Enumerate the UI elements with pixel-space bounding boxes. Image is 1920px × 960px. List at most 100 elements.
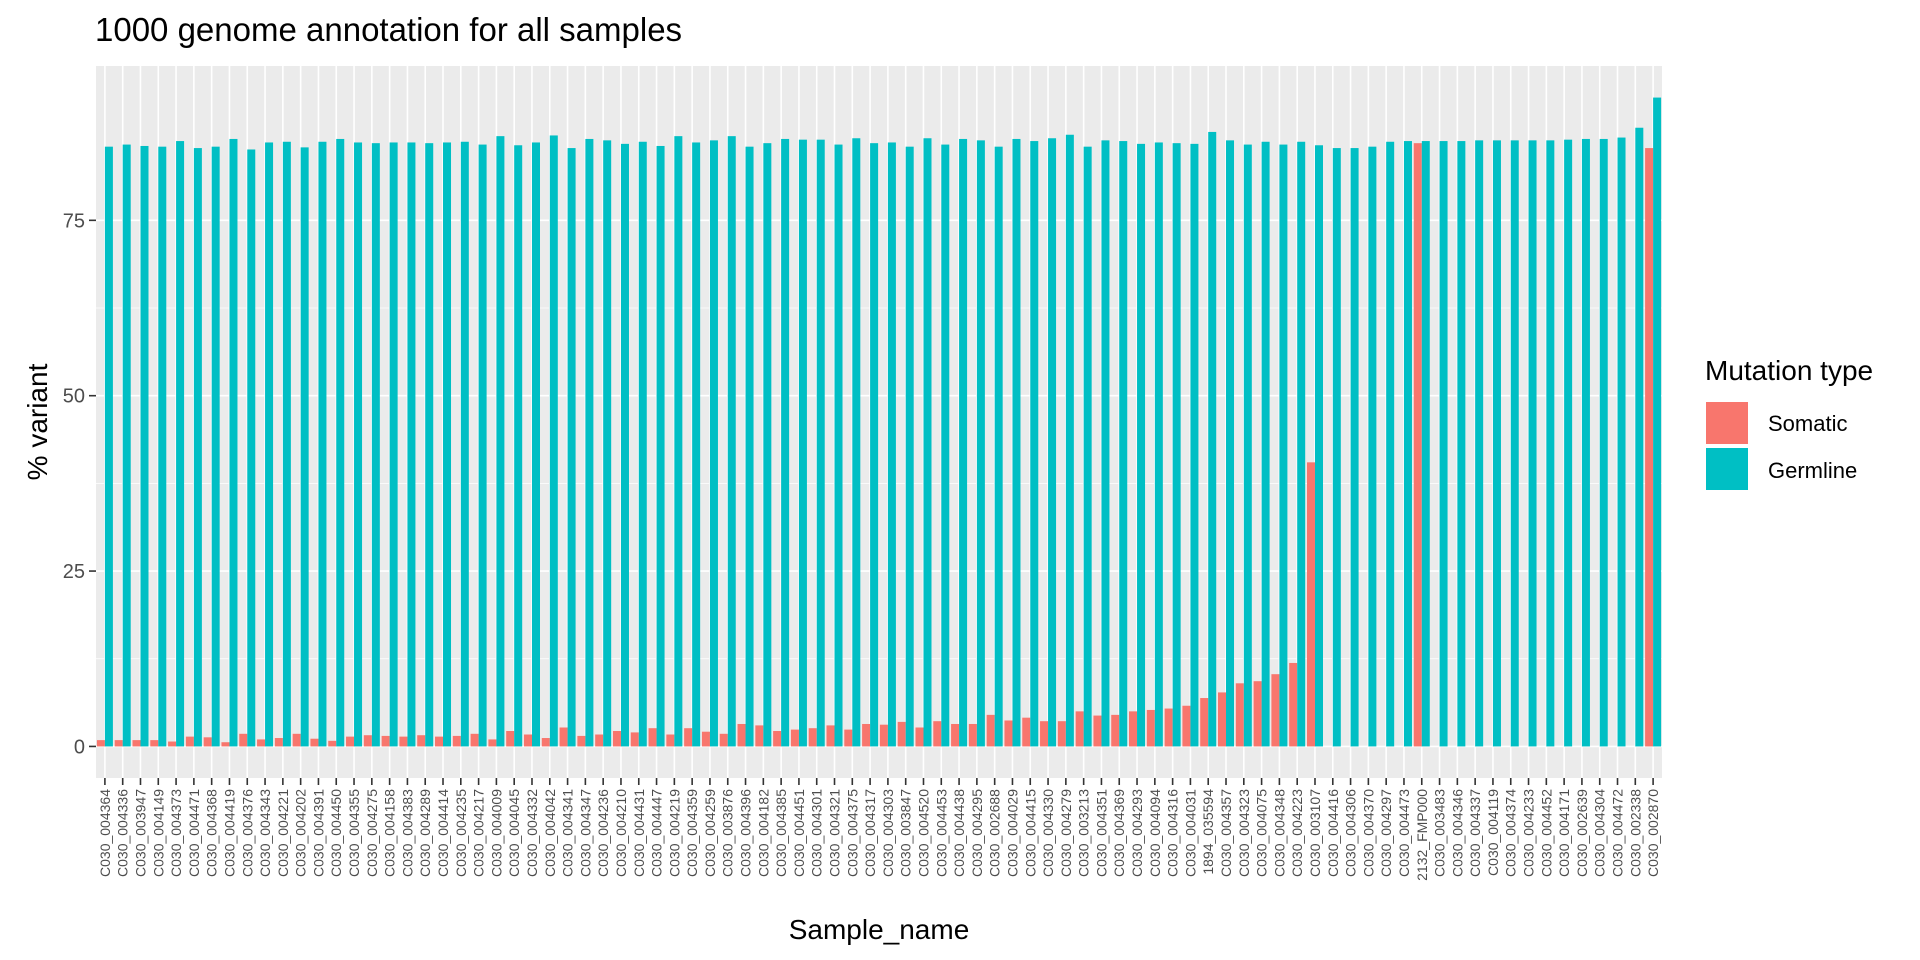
bar-germline <box>176 141 185 747</box>
bar-somatic <box>773 731 782 747</box>
x-tick-label: C030_004451 <box>791 789 807 877</box>
x-tick-label: C030_002688 <box>987 789 1003 877</box>
y-tick-label: 25 <box>63 561 85 583</box>
bar-germline <box>620 143 629 747</box>
x-tick-label: C030_004431 <box>631 789 647 877</box>
x-tick-label: C030_004304 <box>1592 789 1608 877</box>
bar-somatic <box>239 733 248 747</box>
x-tick-label: C030_004223 <box>1289 789 1305 877</box>
bar-germline <box>1243 144 1252 747</box>
x-tick-label: C030_004452 <box>1538 789 1554 877</box>
bar-germline <box>585 138 594 747</box>
bar-germline <box>354 142 363 747</box>
x-tick-label: C030_004369 <box>1111 789 1127 877</box>
x-tick-label: C030_004182 <box>755 789 771 877</box>
bar-somatic <box>1413 143 1422 747</box>
x-tick-label: C030_003213 <box>1076 789 1092 877</box>
x-tick-label: C030_004346 <box>1449 789 1465 877</box>
bar-germline <box>496 136 505 747</box>
bar-somatic <box>808 728 817 747</box>
bar-somatic <box>612 731 621 747</box>
bar-germline <box>1439 141 1448 747</box>
bar-somatic <box>1271 674 1280 747</box>
bar-somatic <box>470 733 479 747</box>
bar-germline <box>247 149 256 747</box>
x-tick-label: C030_004332 <box>524 789 540 877</box>
bar-germline <box>1635 127 1644 747</box>
bar-germline <box>425 143 434 747</box>
bar-germline <box>443 142 452 747</box>
bar-somatic <box>523 734 532 747</box>
bar-germline <box>371 143 380 747</box>
x-tick-label: C030_004396 <box>738 789 754 877</box>
bar-somatic <box>666 734 675 747</box>
bar-somatic <box>203 737 212 747</box>
bar-somatic <box>1129 711 1138 747</box>
bar-somatic <box>257 739 266 747</box>
y-axis: 0 25 50 75 <box>63 210 96 758</box>
bar-germline <box>638 141 647 747</box>
bar-germline <box>478 144 487 747</box>
bar-germline <box>905 146 914 747</box>
bar-germline <box>941 144 950 747</box>
bar-somatic <box>1164 708 1173 747</box>
bar-somatic <box>915 727 924 747</box>
bar-somatic <box>452 735 461 747</box>
bar-somatic <box>701 731 710 747</box>
bar-somatic <box>968 723 977 747</box>
bar-somatic <box>114 740 123 747</box>
bar-somatic <box>1306 462 1315 747</box>
x-tick-label: C030_004520 <box>915 789 931 877</box>
y-tick-label: 50 <box>63 386 85 408</box>
bar-somatic <box>221 742 230 747</box>
bar-somatic <box>310 738 319 747</box>
bar-somatic <box>1040 721 1049 747</box>
bar-somatic <box>435 736 444 747</box>
bar-germline <box>1012 138 1021 747</box>
bar-somatic <box>648 728 657 747</box>
bar-germline <box>852 138 861 747</box>
legend-key-somatic <box>1706 402 1748 444</box>
bar-germline <box>1546 140 1555 747</box>
bar-germline <box>798 139 807 747</box>
bar-somatic <box>1253 681 1262 747</box>
legend-label-somatic: Somatic <box>1768 411 1847 436</box>
x-tick-label: C030_004376 <box>239 789 255 877</box>
x-tick-label: C030_004316 <box>1165 789 1181 877</box>
bar-germline <box>1457 141 1466 747</box>
bar-somatic <box>506 731 515 747</box>
x-tick-label: C030_004303 <box>880 789 896 877</box>
x-tick-label: C030_004210 <box>613 789 629 877</box>
x-tick-label: C030_003947 <box>132 789 148 877</box>
bar-germline <box>193 148 202 747</box>
bar-somatic <box>826 725 835 747</box>
bar-germline <box>1065 134 1074 747</box>
x-tick-label: C030_004042 <box>542 789 558 877</box>
bar-somatic <box>185 736 194 747</box>
x-axis: C030_004364 C030_004336 C030_003947 C030_00… <box>97 778 1661 881</box>
x-tick-label: C030_004373 <box>168 789 184 877</box>
bar-somatic <box>488 739 497 747</box>
bar-germline <box>460 141 469 747</box>
bar-somatic <box>755 725 764 747</box>
bar-germline <box>1137 143 1146 747</box>
bars <box>96 97 1662 747</box>
x-tick-label: C030_003847 <box>898 789 914 877</box>
bar-germline <box>407 142 416 747</box>
bar-germline <box>656 145 665 747</box>
x-tick-label: C030_004330 <box>1040 789 1056 877</box>
bar-somatic <box>879 724 888 747</box>
bar-somatic <box>1111 714 1120 747</box>
x-tick-label: C030_004343 <box>257 789 273 877</box>
bar-germline <box>514 145 523 747</box>
x-tick-label: C030_004297 <box>1378 789 1394 877</box>
x-tick-label: C030_004236 <box>595 789 611 877</box>
bar-germline <box>674 136 683 747</box>
bar-germline <box>745 146 754 747</box>
bar-somatic <box>1200 698 1209 747</box>
bar-somatic <box>1004 720 1013 747</box>
bar-somatic <box>933 721 942 747</box>
bar-germline <box>1279 144 1288 747</box>
legend-key-germline <box>1706 448 1748 490</box>
